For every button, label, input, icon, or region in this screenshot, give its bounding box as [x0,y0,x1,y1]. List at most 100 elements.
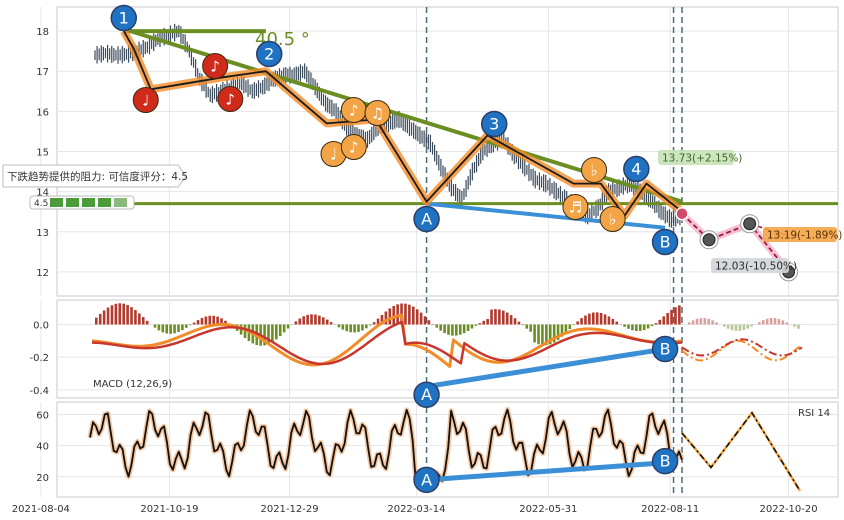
macd-bar [337,324,341,328]
macd-bar [141,317,145,325]
macd-bar [204,316,208,325]
note-marker-glyph: ♬ [569,199,582,217]
macd-divergence-line [426,346,666,390]
macd-bar [482,320,486,325]
macd-bar-forecast [777,318,781,325]
macd-bar-forecast [738,324,742,331]
macd-bar [345,324,349,332]
macd-bar [134,310,137,325]
note-marker-glyph: ♭ [609,211,616,229]
macd-bar [169,324,172,334]
macd-bar [525,324,529,329]
macd-bar [486,318,489,325]
macd-bar [302,316,306,325]
macd-bar [153,324,157,328]
macd-bar [118,303,122,325]
macd-bar [192,322,196,325]
support-trend-line [426,201,666,230]
x-tick-label: 2022-10-20 [760,504,818,515]
note-marker-glyph: ♭ [590,162,597,180]
point-B-circle [651,228,679,256]
macd-bar [408,304,411,325]
x-tick-label: 2021-10-19 [140,504,198,515]
forecast-label: 12.03(-10.50%) [715,261,797,273]
macd-fast-line [91,313,683,368]
macd-bar [607,316,611,325]
macd-bar [564,324,568,333]
macd-bar [599,313,603,325]
macd-point-A-circle [413,381,440,408]
rsi-y-tick-label: 20 [36,473,49,484]
macd-bar [654,323,658,325]
macd-bar [638,324,642,331]
macd-y-tick-label: -0.2 [29,353,49,364]
macd-slow-forecast [681,338,803,357]
macd-bar [474,324,478,326]
note-marker-circle [217,86,244,112]
macd-bar [662,316,666,325]
macd-bar [310,314,313,325]
macd-bar [353,324,356,333]
macd-bar [501,310,505,325]
macd-bar-forecast [765,318,769,325]
macd-bar [517,321,521,325]
macd-bar [212,315,215,325]
note-marker-glyph: ♪ [349,102,359,120]
macd-bar [177,324,180,333]
rsi-y-tick-label: 40 [36,442,49,453]
note-marker-glyph: ♩ [330,146,337,164]
macd-bar [216,316,219,325]
macd-bar-forecast [797,324,800,329]
rsi-point-B-circle [651,447,679,475]
price-y-tick-label: 13 [36,228,49,239]
macd-bar [646,324,650,329]
macd-bar [365,324,368,329]
macd-bar [278,324,282,337]
macd-bar [478,323,482,325]
note-marker-circle [202,53,229,79]
macd-bar [568,324,572,330]
macd-bar-forecast [695,318,699,325]
score-star [114,198,127,207]
note-marker-circle [599,206,626,232]
macd-bar [505,312,509,325]
macd-bar [611,318,615,325]
rsi-divergence-line [426,460,666,483]
forecast-label: 13.19(-1.89%) [767,230,842,242]
macd-bar [157,324,161,331]
macd-histogram [95,303,800,346]
rsi-y-tick-label: 60 [36,410,49,421]
macd-bar [642,324,646,331]
macd-bar [509,315,513,325]
forecast-path-line [681,213,790,273]
macd-bar [631,324,634,331]
macd-bar [435,324,439,328]
macd-bar [329,322,333,325]
macd-bar [572,324,576,326]
wave-point-2-circle [255,40,283,68]
rsi-point-B-text: B [660,452,671,471]
macd-bar [466,324,470,331]
macd-bar [415,309,419,325]
macd-y-tick-label: -0.4 [29,386,49,397]
macd-bar-forecast [687,322,691,325]
macd-bar [106,307,110,325]
macd-bar [384,311,388,325]
price-y-tick-label: 12 [36,268,49,279]
macd-bar [627,324,630,329]
macd-bar [368,324,372,326]
macd-bar-forecast [742,324,746,331]
macd-bar-forecast [785,322,788,325]
macd-bar [584,315,587,325]
macd-bar [372,322,376,325]
macd-bar [263,324,266,346]
macd-bar [560,324,564,337]
note-marker-circle [562,194,589,220]
macd-bar [114,303,118,325]
macd-label: MACD (12,26,9) [93,379,172,390]
macd-bar [490,309,493,325]
macd-bar [529,324,532,332]
macd-bar [376,318,380,325]
macd-bar [110,305,114,325]
